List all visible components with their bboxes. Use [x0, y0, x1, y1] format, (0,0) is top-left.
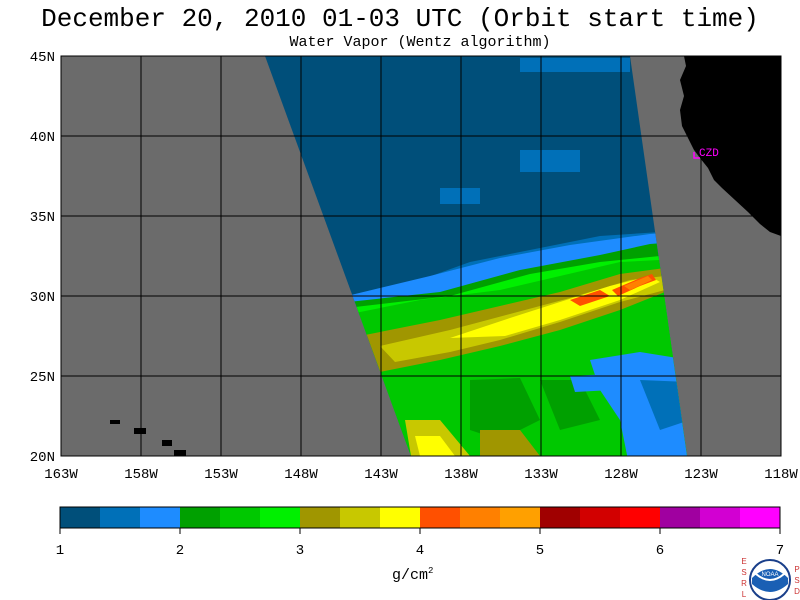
colorbar-swatch [740, 507, 781, 528]
colorbar-swatch [420, 507, 461, 528]
land-area [110, 56, 781, 456]
colorbar-swatch [460, 507, 501, 528]
colorbar-swatch [580, 507, 621, 528]
page-title: December 20, 2010 01-03 UTC (Orbit start… [41, 4, 759, 34]
map-subtitle: Water Vapor (Wentz algorithm) [289, 34, 551, 51]
station-marker: CZD [693, 148, 719, 160]
lat-tick-label: 20N [30, 450, 55, 466]
lon-tick-label: 148W [284, 467, 318, 483]
colorbar-swatch [340, 507, 381, 528]
psd-letter: S [794, 576, 800, 585]
lat-tick-label: 40N [30, 130, 55, 146]
colorbar-label: 3 [296, 543, 304, 559]
colorbar-unit: g/cm2 [392, 566, 434, 584]
colorbar-swatch [220, 507, 261, 528]
island-maui [162, 440, 172, 446]
colorbar-swatch [140, 507, 181, 528]
lon-tick-label: 128W [604, 467, 638, 483]
esrl-letter: S [741, 568, 747, 577]
psd-letter: D [794, 587, 800, 596]
lat-tick-label: 25N [30, 370, 55, 386]
colorbar-swatch [300, 507, 341, 528]
colorbar-label: 2 [176, 543, 184, 559]
colorbar-swatch [700, 507, 741, 528]
island-kauai [110, 420, 120, 424]
colorbar-label: 6 [656, 543, 664, 559]
lon-tick-label: 118W [764, 467, 798, 483]
lat-tick-label: 35N [30, 210, 55, 226]
grid-lines [61, 56, 781, 456]
colorbar-swatch [180, 507, 221, 528]
map-frame [60, 55, 782, 457]
colorbar-swatch [500, 507, 541, 528]
lon-tick-label: 123W [684, 467, 718, 483]
lat-tick-labels: 45N 40N 35N 30N 25N 20N [30, 50, 55, 466]
esrl-letter: L [741, 590, 747, 599]
colorbar-swatch [540, 507, 581, 528]
island-hawaii [174, 450, 186, 456]
lon-tick-labels: 163W 158W 153W 148W 143W 138W 133W 128W 123W 118W [44, 467, 798, 483]
colorbar-label: 1 [56, 543, 64, 559]
esrl-letter: E [741, 557, 747, 566]
lon-tick-label: 143W [364, 467, 398, 483]
water-vapor-swath [265, 56, 687, 456]
colorbar [59, 506, 781, 529]
colorbar-swatch [60, 507, 101, 528]
colorbar-swatch [260, 507, 301, 528]
station-label: CZD [699, 148, 719, 160]
colorbar-swatch [100, 507, 141, 528]
lon-tick-label: 153W [204, 467, 238, 483]
colorbar-label: 4 [416, 543, 424, 559]
colorbar-swatch [660, 507, 701, 528]
lat-tick-label: 45N [30, 50, 55, 66]
lon-tick-label: 163W [44, 467, 78, 483]
colorbar-label: 7 [776, 543, 784, 559]
island-oahu [134, 428, 146, 434]
lon-tick-label: 133W [524, 467, 558, 483]
lon-tick-label: 138W [444, 467, 478, 483]
colorbar-swatch [380, 507, 421, 528]
lon-tick-label: 158W [124, 467, 158, 483]
colorbar-labels: 1 2 3 4 5 6 7 [56, 528, 784, 559]
psd-letter: P [794, 565, 800, 574]
colorbar-swatch [620, 507, 661, 528]
esrl-letter: R [741, 579, 747, 588]
colorbar-label: 5 [536, 543, 544, 559]
lat-tick-label: 30N [30, 290, 55, 306]
